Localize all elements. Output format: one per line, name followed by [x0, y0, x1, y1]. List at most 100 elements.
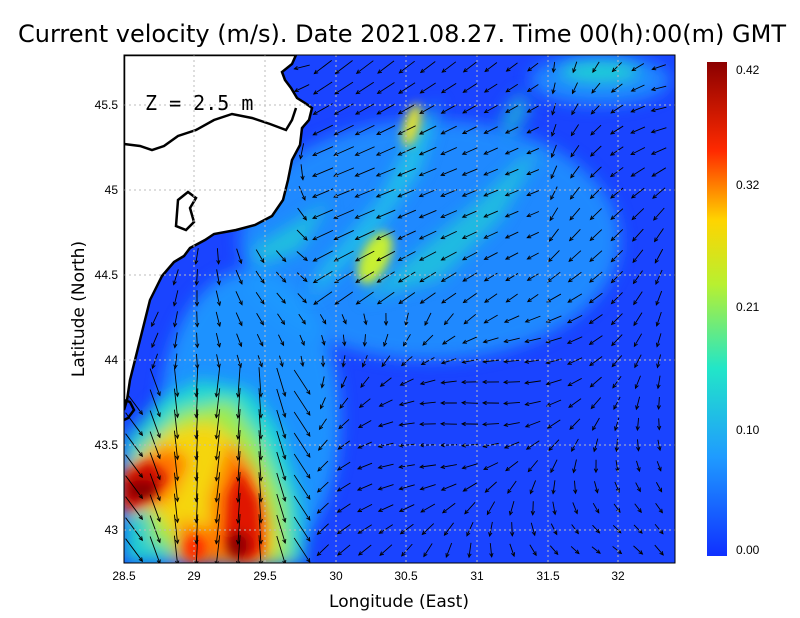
plot-area — [124, 55, 675, 563]
velocity-arrow — [378, 399, 393, 407]
velocity-arrow — [524, 337, 541, 344]
velocity-arrow — [255, 249, 265, 264]
velocity-arrow — [376, 82, 395, 95]
velocity-arrow — [569, 186, 580, 200]
velocity-arrow — [572, 61, 578, 74]
velocity-arrow — [635, 482, 641, 493]
velocity-arrow — [504, 231, 519, 239]
velocity-arrow — [149, 494, 161, 523]
velocity-arrow — [149, 368, 161, 397]
x-tick-label: 29.5 — [253, 569, 277, 583]
velocity-arrow — [440, 230, 457, 240]
velocity-arrow — [398, 82, 416, 94]
velocity-arrow — [440, 189, 458, 197]
velocity-arrow — [399, 523, 414, 535]
velocity-arrow — [505, 461, 519, 472]
velocity-arrow — [341, 355, 346, 368]
velocity-arrow — [610, 292, 623, 305]
velocity-arrow — [631, 208, 645, 221]
velocity-arrow — [568, 398, 582, 408]
velocity-arrow — [504, 252, 519, 260]
velocity-arrow — [397, 271, 416, 283]
velocity-arrow — [276, 451, 287, 481]
colorbar-label: 0.21 — [736, 300, 760, 314]
velocity-arrow — [379, 377, 392, 387]
velocity-arrow — [551, 82, 556, 95]
velocity-arrow — [418, 230, 437, 240]
velocity-arrow — [354, 250, 375, 262]
velocity-arrow — [483, 168, 499, 176]
y-tick-label: 43 — [105, 523, 119, 537]
velocity-arrow — [398, 464, 415, 469]
velocity-arrow — [551, 480, 556, 495]
velocity-arrow — [293, 495, 311, 521]
velocity-arrow — [569, 207, 581, 221]
velocity-arrow — [461, 251, 478, 261]
velocity-arrow — [630, 126, 646, 134]
velocity-arrow — [524, 420, 541, 428]
velocity-arrow — [376, 103, 396, 115]
velocity-arrow — [194, 248, 199, 265]
velocity-arrow — [614, 417, 620, 432]
velocity-arrow — [398, 292, 416, 305]
velocity-arrow — [589, 250, 603, 263]
velocity-arrow — [440, 358, 457, 365]
velocity-arrow — [293, 474, 311, 500]
velocity-arrow — [568, 229, 581, 242]
velocity-arrow — [631, 63, 645, 72]
velocity-arrow — [546, 293, 562, 303]
velocity-arrow — [462, 83, 477, 93]
velocity-arrow — [214, 451, 221, 482]
velocity-arrow — [401, 543, 413, 557]
velocity-arrow — [149, 410, 161, 439]
velocity-arrow — [377, 504, 394, 512]
velocity-arrow — [313, 60, 332, 75]
x-tick-label: 31.5 — [536, 569, 560, 583]
x-tick-label: 32 — [611, 569, 625, 583]
colorbar-label: 0.42 — [736, 63, 760, 77]
velocity-arrow — [486, 501, 496, 516]
velocity-arrow — [151, 353, 158, 370]
velocity-arrow — [462, 272, 478, 282]
velocity-arrow — [125, 496, 144, 521]
x-tick-label: 31 — [470, 569, 484, 583]
velocity-arrow — [357, 544, 372, 556]
velocity-arrow — [483, 104, 498, 114]
velocity-arrow — [656, 396, 661, 411]
velocity-arrow — [419, 61, 436, 74]
velocity-arrow — [361, 355, 368, 368]
velocity-arrow — [504, 210, 519, 218]
velocity-arrow — [503, 401, 520, 406]
velocity-arrow — [529, 544, 537, 557]
velocity-arrow — [610, 313, 623, 326]
velocity-arrow — [316, 481, 329, 493]
velocity-arrow — [194, 290, 200, 307]
velocity-arrow — [194, 269, 199, 286]
velocity-arrow — [483, 252, 498, 260]
velocity-arrow — [632, 270, 643, 285]
y-tick-labels: 45.5 45 44.5 44 43.5 43 — [95, 98, 119, 537]
velocity-arrow — [376, 291, 395, 305]
velocity-arrow — [610, 104, 624, 114]
velocity-arrow — [125, 475, 144, 500]
velocity-arrow — [571, 82, 578, 95]
velocity-arrow — [125, 538, 144, 563]
velocity-arrow — [418, 189, 437, 198]
velocity-arrow — [276, 409, 287, 439]
velocity-arrow — [440, 251, 457, 261]
velocity-arrow — [278, 334, 285, 347]
velocity-arrow — [650, 127, 667, 134]
x-tick-label: 30.5 — [394, 569, 418, 583]
velocity-arrow — [505, 293, 518, 303]
velocity-arrow — [418, 168, 437, 177]
velocity-arrow — [503, 359, 520, 364]
velocity-arrow — [355, 60, 374, 74]
velocity-arrow — [258, 535, 263, 563]
velocity-arrow — [316, 502, 329, 514]
velocity-arrow — [440, 147, 458, 156]
velocity-arrow — [656, 354, 662, 369]
velocity-arrow — [612, 375, 622, 389]
velocity-arrow — [526, 126, 539, 134]
velocity-arrow — [362, 334, 367, 347]
